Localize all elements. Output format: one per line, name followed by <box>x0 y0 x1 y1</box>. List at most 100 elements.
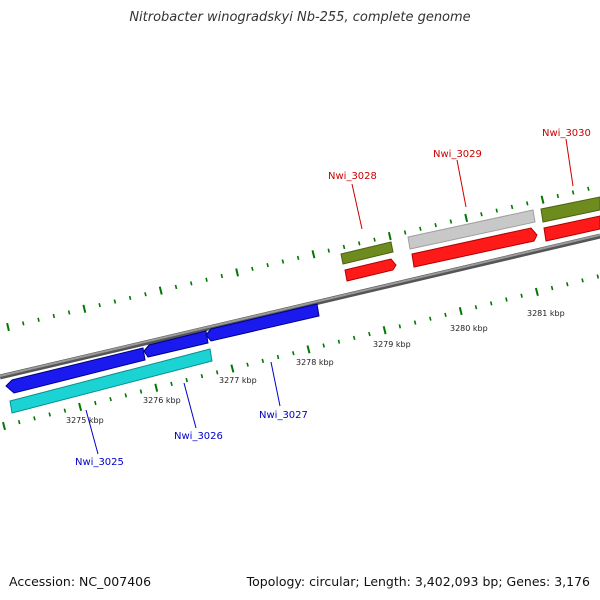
inner-minor-tick <box>33 416 36 421</box>
feature-nwi-3029-gray[interactable] <box>407 209 536 250</box>
outer-major-tick <box>6 322 10 332</box>
kbp-label-3276: 3276 kbp <box>143 396 181 405</box>
outer-minor-tick <box>266 263 269 268</box>
inner-minor-tick <box>474 305 478 310</box>
inner-major-tick <box>2 421 6 431</box>
outer-minor-tick <box>419 226 422 231</box>
kbp-label-3275: 3275 kbp <box>66 416 104 425</box>
gene-label-nwi-3026[interactable]: Nwi_3026 <box>174 431 223 442</box>
feature-nwi-3029-red[interactable] <box>411 227 538 268</box>
leader-nwi-3025 <box>85 409 99 455</box>
inner-major-tick <box>458 306 463 316</box>
kbp-label-3278: 3278 kbp <box>296 358 334 367</box>
outer-minor-tick <box>144 292 147 297</box>
genome-summary-text: Topology: circular; Length: 3,402,093 bp… <box>246 574 590 589</box>
inner-minor-tick <box>429 316 432 321</box>
outer-major-tick <box>540 195 545 204</box>
inner-minor-tick <box>398 324 402 329</box>
inner-minor-tick <box>109 397 112 402</box>
kbp-label-3280: 3280 kbp <box>450 324 488 333</box>
outer-minor-tick <box>556 193 560 199</box>
outer-major-tick <box>464 213 469 223</box>
outer-tick-track <box>6 186 590 332</box>
inner-minor-tick <box>596 274 600 279</box>
outer-minor-tick <box>480 212 483 217</box>
outer-minor-tick <box>220 273 224 279</box>
outer-minor-tick <box>526 201 529 206</box>
leader-nwi-3026 <box>183 382 197 429</box>
leader-nwi-3029 <box>456 159 467 208</box>
inner-minor-tick <box>550 285 554 291</box>
outer-minor-tick <box>495 208 498 213</box>
feature-nwi-3030-red[interactable] <box>543 215 600 242</box>
inner-minor-tick <box>124 393 128 398</box>
outer-major-tick <box>387 231 392 241</box>
gene-label-nwi-3028[interactable]: Nwi_3028 <box>328 171 377 182</box>
outer-minor-tick <box>510 204 514 210</box>
outer-minor-tick <box>373 237 376 242</box>
gene-label-nwi-3030[interactable]: Nwi_3030 <box>542 128 591 139</box>
kbp-label-3281: 3281 kbp <box>527 309 565 318</box>
inner-minor-tick <box>185 377 188 383</box>
accession-text: Accession: NC_007406 <box>9 574 152 589</box>
outer-minor-tick <box>190 281 193 286</box>
feature-nwi-3028-olive[interactable] <box>340 241 394 265</box>
leader-nwi-3030 <box>565 138 574 187</box>
inner-minor-tick <box>489 301 493 306</box>
inner-major-tick <box>534 287 539 297</box>
inner-minor-tick <box>94 400 97 406</box>
inner-major-tick <box>382 326 387 335</box>
inner-minor-tick <box>246 362 249 367</box>
inner-minor-tick <box>261 358 265 363</box>
outer-minor-tick <box>251 266 254 271</box>
gene-label-nwi-3025[interactable]: Nwi_3025 <box>75 457 124 468</box>
inner-minor-tick <box>200 374 204 379</box>
kbp-label-3279: 3279 kbp <box>373 340 411 349</box>
outer-minor-tick <box>281 259 285 264</box>
inner-minor-tick <box>139 389 143 394</box>
outer-minor-tick <box>296 255 300 260</box>
outer-minor-tick <box>434 223 437 228</box>
outer-minor-tick <box>67 310 71 315</box>
feature-nwi-3026-blue[interactable] <box>143 330 209 358</box>
outer-minor-tick <box>37 317 40 322</box>
gene-label-nwi-3027[interactable]: Nwi_3027 <box>259 410 308 421</box>
outer-minor-tick <box>403 230 407 235</box>
outer-minor-tick <box>98 303 101 308</box>
inner-minor-tick <box>322 343 325 348</box>
outer-minor-tick <box>327 248 330 253</box>
feature-nwi-3025-blue[interactable] <box>5 347 146 394</box>
outer-major-tick <box>311 250 316 259</box>
outer-minor-tick <box>128 295 132 300</box>
gene-label-nwi-3029[interactable]: Nwi_3029 <box>433 149 482 160</box>
gene-leader-lines <box>85 138 574 455</box>
outer-major-tick <box>82 304 87 313</box>
inner-minor-tick <box>520 293 523 298</box>
inner-major-tick <box>154 383 159 392</box>
feature-nwi-3027-blue[interactable] <box>205 303 320 342</box>
inner-major-tick <box>306 345 311 354</box>
kbp-label-3277: 3277 kbp <box>219 376 257 385</box>
plus-strand-features <box>340 196 600 282</box>
kbp-labels: 3275 kbp 3276 kbp 3277 kbp 3278 kbp 3279… <box>66 309 565 425</box>
inner-major-tick <box>78 402 83 411</box>
gene-labels: Nwi_3025 Nwi_3026 Nwi_3027 Nwi_3028 Nwi_… <box>75 128 591 468</box>
outer-minor-tick <box>587 186 590 191</box>
outer-minor-tick <box>113 299 117 304</box>
feature-nwi-3030-olive[interactable] <box>540 196 600 223</box>
inner-minor-tick <box>276 354 280 360</box>
inner-minor-tick <box>170 381 173 386</box>
outer-minor-tick <box>174 284 178 290</box>
outer-minor-tick <box>205 277 208 282</box>
outer-major-tick <box>235 268 239 277</box>
inner-minor-tick <box>444 312 447 317</box>
inner-minor-tick <box>63 408 67 413</box>
inner-minor-tick <box>215 370 219 375</box>
outer-minor-tick <box>449 219 453 224</box>
outer-minor-tick <box>342 244 346 250</box>
feature-nwi-3028-red[interactable] <box>344 258 397 282</box>
outer-minor-tick <box>358 241 361 246</box>
feature-nwi-3025-cyan[interactable] <box>9 348 213 414</box>
map-title: Nitrobacter winogradskyi Nb-255, complet… <box>129 10 471 25</box>
